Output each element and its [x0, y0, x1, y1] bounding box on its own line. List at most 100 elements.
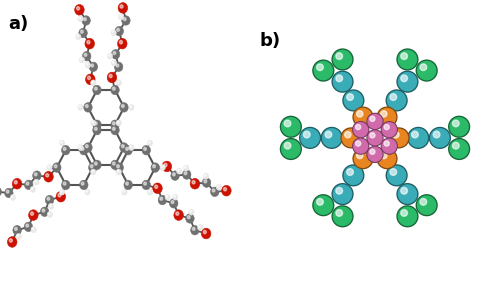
Circle shape [44, 171, 54, 182]
Circle shape [448, 116, 470, 138]
Circle shape [78, 104, 83, 110]
Circle shape [342, 129, 360, 147]
Circle shape [170, 199, 178, 208]
Circle shape [117, 121, 119, 123]
Circle shape [352, 137, 370, 155]
Circle shape [378, 108, 396, 126]
Circle shape [204, 180, 206, 183]
Circle shape [144, 182, 146, 185]
Circle shape [76, 34, 81, 40]
Circle shape [79, 28, 88, 38]
Circle shape [148, 140, 152, 146]
Circle shape [115, 26, 124, 36]
Circle shape [122, 189, 127, 195]
Circle shape [78, 16, 83, 22]
Circle shape [396, 183, 418, 205]
Circle shape [430, 128, 450, 148]
Circle shape [118, 3, 128, 13]
Circle shape [356, 141, 360, 146]
Circle shape [85, 38, 94, 49]
Circle shape [111, 60, 116, 66]
Circle shape [63, 148, 66, 150]
Circle shape [198, 226, 200, 227]
Circle shape [112, 122, 115, 125]
Circle shape [401, 210, 407, 216]
Circle shape [280, 116, 302, 138]
Circle shape [366, 129, 384, 147]
Circle shape [281, 139, 300, 159]
Circle shape [117, 81, 119, 83]
Circle shape [148, 190, 150, 192]
Circle shape [58, 194, 61, 197]
Text: a): a) [8, 15, 28, 33]
Circle shape [120, 5, 123, 8]
Circle shape [129, 104, 134, 110]
Circle shape [380, 121, 398, 138]
Circle shape [222, 185, 231, 196]
Circle shape [448, 138, 470, 160]
Circle shape [108, 54, 110, 56]
Circle shape [46, 195, 54, 205]
Circle shape [384, 124, 390, 130]
Circle shape [26, 224, 29, 227]
Circle shape [112, 50, 120, 59]
Circle shape [144, 148, 146, 150]
Circle shape [429, 127, 451, 149]
Circle shape [79, 106, 80, 107]
Circle shape [120, 40, 122, 44]
Circle shape [50, 204, 51, 206]
Circle shape [420, 64, 426, 71]
Circle shape [390, 94, 396, 100]
Circle shape [172, 173, 175, 176]
Circle shape [120, 15, 121, 17]
Circle shape [322, 128, 342, 148]
Circle shape [90, 165, 93, 168]
Circle shape [164, 163, 167, 167]
Circle shape [401, 53, 407, 60]
Circle shape [28, 210, 38, 220]
Circle shape [40, 207, 49, 217]
Circle shape [114, 62, 123, 72]
Circle shape [116, 165, 119, 168]
Circle shape [86, 74, 95, 85]
Circle shape [123, 190, 124, 192]
Circle shape [31, 188, 33, 190]
Circle shape [92, 81, 94, 83]
Circle shape [152, 165, 156, 168]
Circle shape [12, 178, 22, 189]
Circle shape [192, 181, 195, 184]
Circle shape [84, 18, 86, 21]
Circle shape [387, 165, 406, 185]
Circle shape [314, 61, 333, 80]
Circle shape [352, 106, 374, 128]
Circle shape [107, 72, 117, 83]
Circle shape [184, 166, 186, 168]
Circle shape [93, 120, 101, 130]
Circle shape [93, 160, 101, 170]
Circle shape [74, 4, 84, 15]
Circle shape [433, 131, 440, 138]
Circle shape [82, 148, 84, 150]
Circle shape [113, 51, 116, 55]
Circle shape [126, 182, 128, 185]
Circle shape [344, 91, 363, 110]
Circle shape [30, 186, 36, 192]
Circle shape [130, 106, 132, 107]
Circle shape [450, 139, 469, 159]
Circle shape [82, 51, 91, 61]
Circle shape [108, 53, 112, 59]
Circle shape [192, 227, 195, 230]
Circle shape [31, 227, 36, 232]
Circle shape [52, 163, 61, 172]
Text: b): b) [260, 32, 280, 50]
Circle shape [353, 138, 368, 154]
Circle shape [396, 205, 418, 227]
Circle shape [300, 128, 320, 148]
Circle shape [316, 199, 324, 205]
Circle shape [116, 169, 121, 175]
Circle shape [10, 239, 12, 242]
Circle shape [80, 57, 84, 63]
Circle shape [84, 53, 87, 56]
Circle shape [82, 16, 90, 25]
Circle shape [171, 201, 174, 204]
